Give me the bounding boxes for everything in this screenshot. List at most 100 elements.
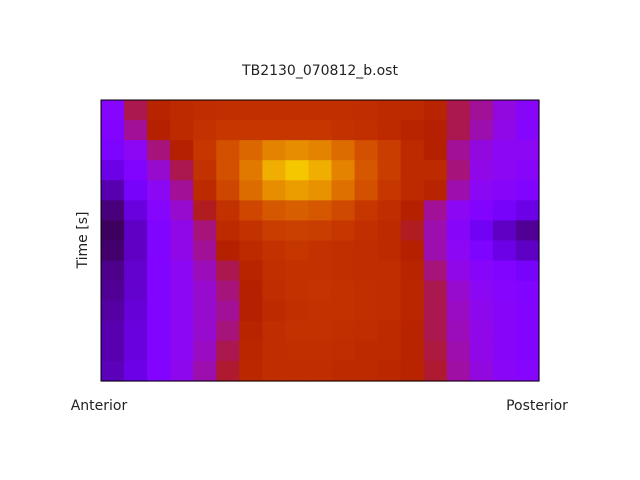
heat-cell (331, 320, 356, 342)
heat-cell (262, 240, 287, 262)
heat-cell (331, 180, 356, 201)
heat-cell (193, 360, 217, 382)
heat-cell (469, 180, 494, 201)
heat-cell (492, 100, 517, 121)
heat-cell (492, 320, 517, 342)
heat-cell (170, 300, 194, 322)
heat-cell (216, 140, 240, 161)
heat-cell (446, 140, 471, 161)
heat-cell (354, 100, 379, 121)
heat-cell (308, 260, 333, 282)
heat-cell (354, 360, 379, 382)
heat-cell (147, 220, 171, 242)
heat-cell (331, 240, 356, 262)
heat-cell (492, 260, 517, 282)
heat-cell (124, 360, 148, 382)
heat-cell (124, 320, 148, 342)
heat-cell (170, 360, 194, 382)
heat-cell (331, 140, 356, 161)
heat-cell (101, 300, 125, 322)
heat-cell (216, 280, 240, 302)
heat-cell (446, 300, 471, 322)
heat-cell (377, 340, 402, 362)
heat-cell (492, 200, 517, 222)
heat-cell (423, 280, 448, 302)
heat-cell (331, 340, 356, 362)
heat-cell (239, 220, 263, 242)
heat-cell (124, 140, 148, 161)
heat-cell (492, 160, 517, 181)
heat-cell (446, 240, 471, 262)
heat-cell (285, 180, 310, 201)
heat-cell (124, 240, 148, 262)
heat-cell (124, 100, 148, 121)
heat-cell (239, 300, 263, 322)
heat-cell (170, 180, 194, 201)
heat-cell (308, 200, 333, 222)
heat-cell (262, 180, 287, 201)
heat-cell (239, 240, 263, 262)
heat-cell (147, 340, 171, 362)
heat-cell (101, 240, 125, 262)
heat-cell (469, 240, 494, 262)
heat-cell (377, 220, 402, 242)
heat-cell (515, 240, 540, 262)
heat-cell (216, 240, 240, 262)
heat-cell (285, 320, 310, 342)
heat-cell (101, 120, 125, 141)
heat-cell (308, 220, 333, 242)
heat-cell (170, 140, 194, 161)
heat-cell (446, 100, 471, 121)
heat-cell (446, 220, 471, 242)
heat-cell (354, 200, 379, 222)
heat-cell (400, 200, 425, 222)
heat-cell (262, 300, 287, 322)
heat-cell (400, 240, 425, 262)
heat-cell (147, 140, 171, 161)
heat-cell (285, 280, 310, 302)
heat-cell (285, 120, 310, 141)
heat-cell (469, 300, 494, 322)
heat-cell (239, 100, 263, 121)
heat-cell (239, 140, 263, 161)
heat-cell (193, 200, 217, 222)
heat-cell (354, 240, 379, 262)
chart-title: TB2130_070812_b.ost (241, 63, 398, 79)
heat-cell (262, 360, 287, 382)
heat-cell (101, 180, 125, 201)
heat-cell (354, 260, 379, 282)
heat-cell (170, 160, 194, 181)
heat-cell (492, 180, 517, 201)
heat-cell (124, 180, 148, 201)
heat-cell (147, 160, 171, 181)
heat-cell (469, 140, 494, 161)
heat-cell (170, 240, 194, 262)
heat-cell (193, 120, 217, 141)
heat-cell (308, 180, 333, 201)
heat-cell (216, 220, 240, 242)
heat-cell (285, 340, 310, 362)
heat-cell (377, 320, 402, 342)
heat-cell (239, 360, 263, 382)
heat-cell (492, 340, 517, 362)
heat-cell (193, 140, 217, 161)
heat-cell (492, 360, 517, 382)
heat-cell (492, 140, 517, 161)
heat-cell (216, 180, 240, 201)
heat-cell (262, 200, 287, 222)
heat-cell (400, 160, 425, 181)
heat-cell (193, 340, 217, 362)
heat-cell (101, 160, 125, 181)
heat-cell (193, 300, 217, 322)
heat-cell (239, 180, 263, 201)
heat-cell (377, 300, 402, 322)
heat-cell (423, 100, 448, 121)
heat-cell (147, 360, 171, 382)
heat-cell (469, 260, 494, 282)
heat-cell (446, 260, 471, 282)
heat-cell (377, 160, 402, 181)
heat-cell (423, 340, 448, 362)
heat-cell (216, 260, 240, 282)
y-axis-label: Time [s] (75, 212, 91, 270)
